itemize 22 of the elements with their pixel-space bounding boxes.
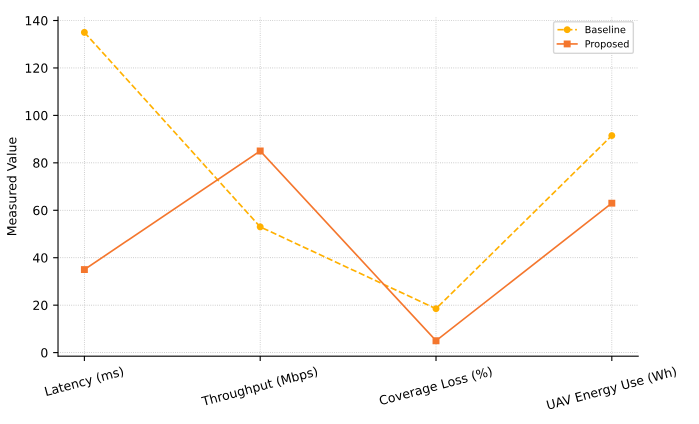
y-tick-label: 120 xyxy=(26,63,48,73)
y-tick-label: 80 xyxy=(33,158,48,168)
y-tick-label: 0 xyxy=(41,348,48,358)
legend-label: Proposed xyxy=(586,40,629,50)
legend-label: Baseline xyxy=(586,26,626,34)
point xyxy=(256,223,264,230)
y-tick-label: 140 xyxy=(26,16,48,26)
x-tick-label: Coverage Loss (%) xyxy=(378,366,493,408)
point xyxy=(80,266,88,274)
point xyxy=(432,305,440,312)
point xyxy=(80,28,88,36)
y-tick-label: 40 xyxy=(33,253,48,263)
y-tick-label: 100 xyxy=(26,110,48,120)
point xyxy=(432,337,440,344)
x-tick-label: Latency (ms) xyxy=(44,366,124,398)
y-tick-label: 60 xyxy=(33,206,48,216)
y-tick-label: 20 xyxy=(33,300,48,310)
x-tick-label: UAV Energy Use (Wh) xyxy=(546,366,678,412)
y-axis-title: Measured Value xyxy=(6,138,16,236)
point xyxy=(256,148,264,154)
point xyxy=(608,132,616,140)
point xyxy=(608,200,616,207)
